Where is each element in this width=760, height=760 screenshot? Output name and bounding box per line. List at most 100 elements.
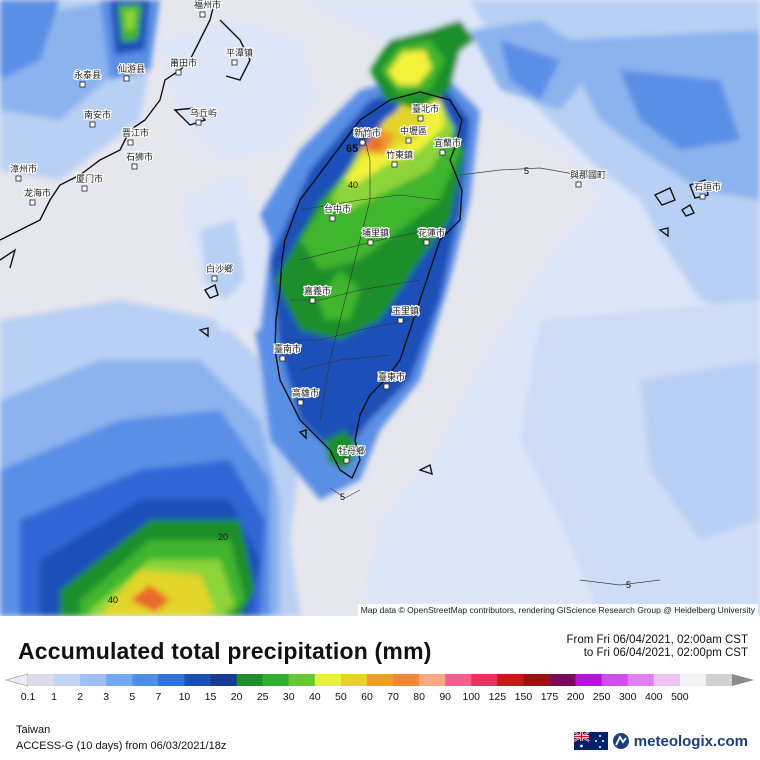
place-marker: [211, 275, 218, 282]
place-marker: [439, 149, 446, 156]
place-marker: [359, 139, 366, 146]
place-label: 新竹市: [354, 127, 381, 138]
legend-swatch: [497, 674, 524, 686]
place-label: 莆田市: [170, 57, 197, 68]
period-to: to Fri 06/04/2021, 02:00pm CST: [583, 647, 748, 659]
legend-swatch: [106, 674, 133, 686]
legend-tick-label: 175: [541, 691, 559, 703]
contour-lines: [329, 167, 661, 586]
legend-swatch: [445, 674, 472, 686]
place-label: 永泰县: [74, 69, 101, 80]
place-label: 晋江市: [122, 127, 149, 138]
period-from: From Fri 06/04/2021, 02:00am CST: [566, 634, 748, 646]
brand-name: meteologix.com: [633, 732, 748, 750]
place-label: 白沙鄉: [206, 263, 233, 274]
place-marker: [423, 239, 430, 246]
place-marker: [175, 69, 182, 76]
color-legend: 0.1 1 2 3 5 7 10 15 20 25 30 40 50 60 70 80 90 100 125 150 1…: [4, 673, 754, 703]
legend-tick-label: 50: [335, 691, 347, 703]
place-marker: [123, 75, 130, 82]
place-label: 臺南市: [274, 343, 301, 354]
time-period: From Fri 06/04/2021, 02:00am CST to Fri …: [566, 634, 748, 660]
legend-swatch: [236, 674, 264, 686]
place-label: 臺東市: [378, 371, 405, 382]
place-marker: [199, 11, 206, 18]
place-marker: [383, 383, 390, 390]
place-label: 乌丘屿: [190, 107, 217, 118]
legend-tick-label: 30: [283, 691, 295, 703]
place-label: 臺北市: [412, 103, 439, 114]
legend-tick-label: 150: [515, 691, 533, 703]
region-label: Taiwan: [16, 724, 51, 736]
legend-swatch: [184, 674, 212, 686]
county-borders: [285, 119, 441, 421]
legend-tick-label: 250: [593, 691, 611, 703]
place-marker: [231, 59, 238, 66]
place-marker: [699, 193, 706, 200]
contour-label: 65: [346, 143, 358, 155]
place-label: 埔里鎮: [362, 227, 389, 238]
place-marker: [329, 215, 336, 222]
place-label: 高雄市: [292, 387, 319, 398]
legend-swatch: [549, 674, 577, 686]
legend-swatch: [288, 674, 316, 686]
contour-label: 40: [348, 180, 358, 190]
legend-tick-label: 70: [387, 691, 399, 703]
place-marker: [15, 175, 22, 182]
place-marker: [29, 199, 36, 206]
legend-tick-label: 25: [257, 691, 269, 703]
legend-tick-label: 1: [51, 691, 57, 703]
legend-tick-label: 2: [77, 691, 83, 703]
precipitation-field: [0, 0, 760, 616]
place-marker: [367, 239, 374, 246]
place-label: 仙游县: [118, 63, 145, 74]
legend-swatch: [28, 674, 55, 686]
legend-swatch: [80, 674, 107, 686]
place-marker: [297, 399, 304, 406]
legend-swatch: [575, 674, 603, 686]
place-label: 嘉義市: [304, 285, 331, 296]
contour-label: 20: [218, 532, 228, 542]
legend-swatch: [54, 674, 81, 686]
australia-flag-icon: [573, 732, 608, 750]
place-marker: [391, 161, 398, 168]
legend-tick-label: 15: [205, 691, 217, 703]
legend-swatch: [132, 674, 159, 686]
legend-swatch: [366, 674, 394, 686]
place-label: 與那國町: [570, 169, 606, 180]
legend-tick-label: 500: [671, 691, 689, 703]
legend-tick-label: 200: [567, 691, 585, 703]
legend-swatch: [705, 674, 733, 686]
place-marker: [79, 81, 86, 88]
legend-tick-label: 0.1: [21, 691, 36, 703]
place-marker: [309, 297, 316, 304]
legend-tick-label: 400: [645, 691, 663, 703]
legend-swatch: [523, 674, 550, 686]
legend-tick-label: 125: [489, 691, 507, 703]
brand[interactable]: meteologix.com: [573, 730, 748, 752]
contour-label: 5: [340, 492, 345, 502]
place-label: 南安市: [84, 109, 111, 120]
place-marker: [397, 317, 404, 324]
place-label: 平潭镇: [226, 47, 253, 58]
legend-tick-label: 7: [155, 691, 161, 703]
legend-tick-label: 40: [309, 691, 321, 703]
legend-swatch: [601, 674, 629, 686]
place-label: 石垣市: [694, 181, 721, 192]
place-label: 玉里鎮: [392, 305, 419, 316]
place-label: 牡丹鄉: [338, 445, 365, 456]
place-label: 漳州市: [10, 163, 37, 174]
legend-arrow-low: [4, 673, 29, 687]
contour-label: 5: [524, 166, 529, 176]
legend-tick-label: 90: [439, 691, 451, 703]
place-marker: [89, 121, 96, 128]
place-marker: [417, 115, 424, 122]
meteologix-logo-icon: [612, 733, 629, 749]
map-attribution: Map data © OpenStreetMap contributors, r…: [357, 604, 758, 616]
place-label: 中壢區: [400, 125, 427, 136]
legend-swatch: [158, 674, 185, 686]
precipitation-map[interactable]: 65 40 5 5 20 40 5 福州市 永泰县 仙游县 莆田市 平潭镇 南安市 晋江市石…: [0, 0, 760, 616]
place-label: 福州市: [194, 0, 221, 10]
place-label: 竹東鎮: [386, 149, 413, 160]
